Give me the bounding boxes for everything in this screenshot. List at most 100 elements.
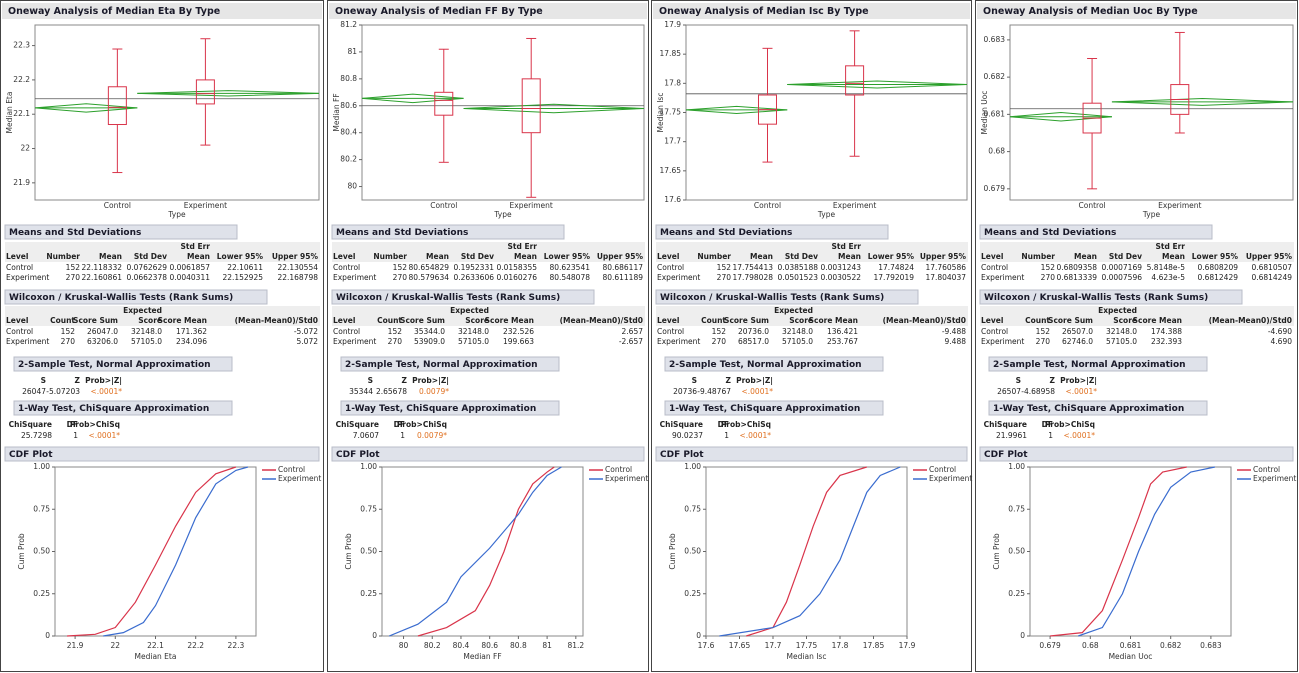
y-tick-label: 80.4 — [340, 128, 357, 137]
column-header: Prob>|Z| — [1060, 376, 1097, 386]
column-header: Mean — [99, 252, 122, 261]
section-bar — [664, 400, 884, 416]
table-cell: 0.0385188 — [777, 263, 818, 272]
table-cell: 152 — [712, 327, 727, 336]
report-panel: Oneway Analysis of Median FF By Type 80 80… — [327, 0, 649, 672]
x-tick-label: Experiment — [510, 201, 553, 210]
legend-label: Experiment — [605, 474, 648, 483]
column-header: Std Err — [832, 242, 862, 251]
column-header: Upper 95% — [920, 252, 967, 261]
column-header: Expected — [774, 306, 813, 315]
column-header: Std Dev — [134, 252, 167, 261]
table-cell: 32148.0 — [458, 327, 489, 336]
table-header-bg — [980, 242, 1294, 262]
panel-title-bar — [653, 3, 970, 19]
y-tick-label: 81.2 — [340, 20, 357, 29]
table-header-bg — [656, 306, 968, 326]
table-cell: <.0001* — [741, 387, 773, 396]
y-tick-label: 0.50 — [360, 547, 377, 556]
cdf-line — [719, 466, 901, 637]
x-axis-title: Median Eta — [135, 652, 177, 661]
section-bar — [4, 224, 238, 240]
plot-frame — [34, 24, 320, 201]
column-header: Upper 95% — [272, 252, 319, 261]
column-header: Score Mean — [809, 316, 858, 325]
x-tick-label: Experiment — [184, 201, 227, 210]
section-bar — [979, 224, 1213, 240]
y-tick-label: 17.65 — [660, 166, 682, 175]
y-tick-label: 17.7 — [664, 137, 681, 146]
table-cell: 1 — [1048, 431, 1053, 440]
box — [195, 79, 215, 105]
table-cell: 57105.0 — [782, 337, 813, 346]
section-bar — [979, 289, 1243, 305]
table-cell: Control — [657, 327, 684, 336]
cdf-line — [1050, 466, 1187, 637]
table-cell: 2.657 — [622, 327, 644, 336]
table-cell: 22.160861 — [81, 273, 122, 282]
x-tick-label: 0.68 — [1082, 641, 1099, 650]
y-tick-label: 80 — [347, 182, 357, 191]
table-cell: 5.8148e-5 — [1147, 263, 1186, 272]
column-header: Expected — [123, 306, 162, 315]
table-cell: 152 — [61, 327, 76, 336]
x-tick-label: 80.6 — [481, 641, 498, 650]
x-axis-title: Median Uoc — [1109, 652, 1153, 661]
y-tick-label: 17.8 — [664, 78, 681, 87]
section-title: Wilcoxon / Kruskal-Wallis Tests (Rank Su… — [660, 293, 884, 303]
y-tick-label: 0.75 — [360, 504, 377, 513]
column-header: Lower 95% — [217, 252, 264, 261]
table-cell: 62746.0 — [1062, 337, 1093, 346]
table-cell: 22.152925 — [222, 273, 263, 282]
column-header: S — [1016, 376, 1021, 385]
column-header: Prob>ChiSq — [397, 420, 447, 429]
section-title: CDF Plot — [984, 450, 1028, 460]
table-cell: 17.792019 — [873, 273, 914, 282]
y-tick-label: 0.50 — [684, 547, 701, 556]
column-header: (Mean-Mean0)/Std0 — [883, 316, 966, 325]
legend-label: Control — [929, 465, 956, 474]
table-cell: 0.0031243 — [820, 263, 861, 272]
x-axis-title: Type — [1142, 210, 1161, 219]
table-cell: -9.488 — [942, 327, 966, 336]
y-tick-label: 21.9 — [13, 178, 30, 187]
table-cell: Control — [6, 263, 33, 272]
table-header-bg — [332, 242, 645, 262]
column-header: Std Err — [1156, 242, 1186, 251]
column-header: Upper 95% — [597, 252, 644, 261]
column-header: Std Err — [181, 242, 211, 251]
section-bar — [340, 356, 560, 372]
panel-border — [0, 0, 324, 672]
y-tick-label: 0 — [45, 631, 50, 640]
table-cell: 9.488 — [945, 337, 967, 346]
legend-label: Control — [605, 465, 632, 474]
column-header: S — [692, 376, 697, 385]
table-header-bg — [5, 306, 320, 326]
table-cell: 0.1952331 — [453, 263, 494, 272]
table-cell: Experiment — [657, 337, 700, 346]
section-bar — [13, 356, 233, 372]
y-tick-label: 0.25 — [33, 589, 50, 598]
y-tick-label: 80.6 — [340, 101, 357, 110]
y-tick-label: 0.50 — [1008, 547, 1025, 556]
section-title: Means and Std Deviations — [660, 228, 792, 238]
table-cell: 270 — [61, 337, 76, 346]
x-axis-title: Median Isc — [787, 652, 827, 661]
x-axis-title: Type — [167, 210, 186, 219]
x-tick-label: 81.2 — [567, 641, 584, 650]
column-header: Count — [1025, 316, 1050, 325]
y-tick-label: 0.679 — [984, 184, 1006, 193]
table-header-bg — [332, 306, 645, 326]
y-tick-label: 17.9 — [664, 20, 681, 29]
report-panel: Oneway Analysis of Median Isc By Type 17.… — [651, 0, 972, 672]
x-tick-label: 17.6 — [698, 641, 715, 650]
column-header: ChiSquare — [660, 420, 703, 429]
table-cell: Experiment — [6, 273, 49, 282]
y-tick-label: 0.75 — [1008, 504, 1025, 513]
table-cell: 20736.0 — [738, 327, 769, 336]
panel-border — [975, 0, 1298, 672]
table-cell: 1 — [73, 431, 78, 440]
table-cell: 136.421 — [827, 327, 858, 336]
table-cell: 0.0158355 — [496, 263, 537, 272]
section-title: Wilcoxon / Kruskal-Wallis Tests (Rank Su… — [9, 293, 233, 303]
